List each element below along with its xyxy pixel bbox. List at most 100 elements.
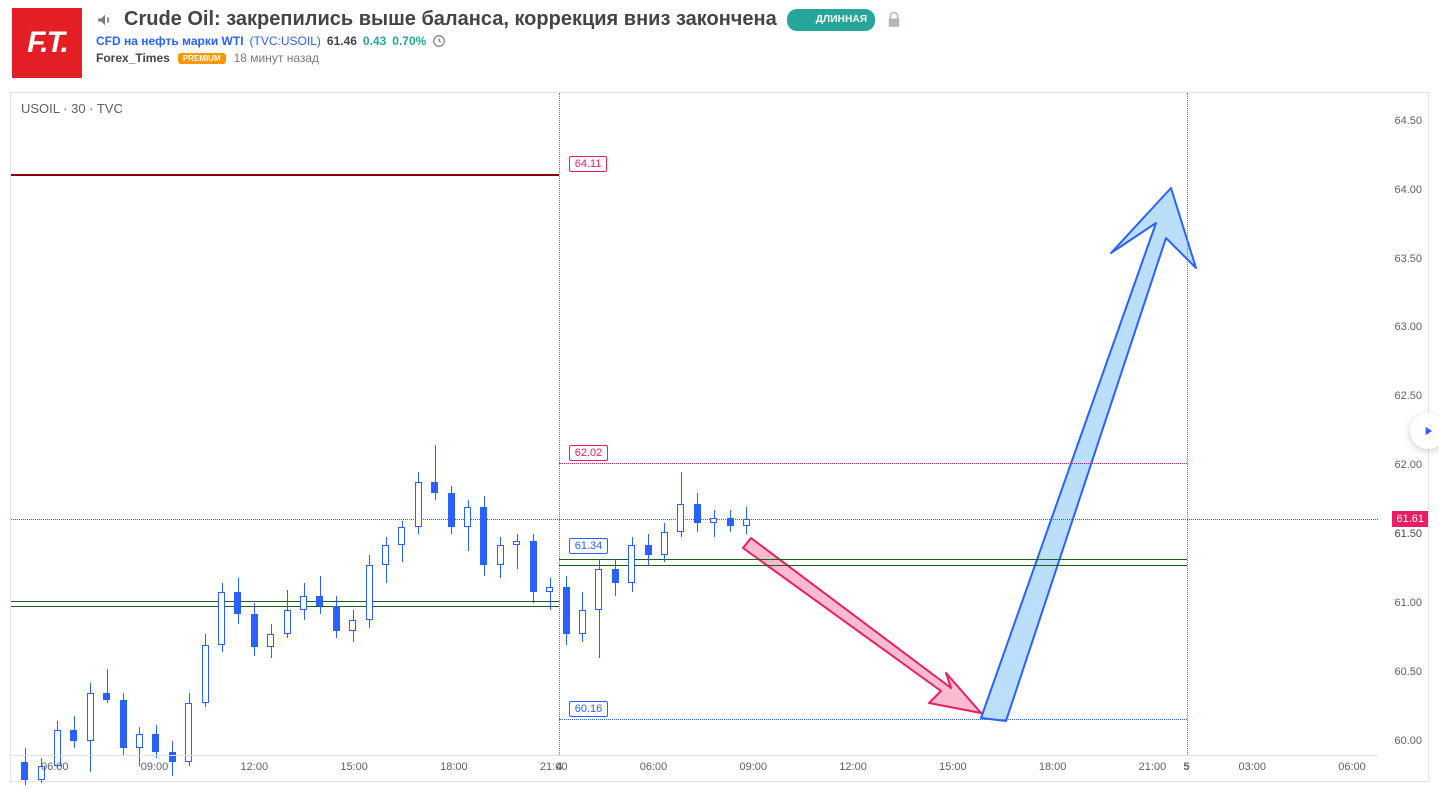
author-name[interactable]: Forex_Times <box>96 51 170 65</box>
candle-body <box>530 541 537 592</box>
level-line <box>11 601 559 602</box>
candle-body <box>694 504 701 523</box>
y-tick: 61.00 <box>1394 597 1422 609</box>
price-label: 64.11 <box>569 156 608 172</box>
y-tick: 64.00 <box>1394 184 1422 196</box>
x-tick: 12:00 <box>241 761 269 773</box>
position-badge: ДЛИННАЯ <box>787 9 876 31</box>
x-tick: 5 <box>1184 761 1190 773</box>
candle-body <box>185 703 192 762</box>
candle-body <box>431 482 438 493</box>
publish-time: 18 минут назад <box>234 51 319 65</box>
candle-wick <box>517 534 518 568</box>
x-tick: 18:00 <box>1039 761 1067 773</box>
chart-container[interactable]: USOIL · 30 · TVC 64.11 62.02 61.34 60.16 61.… <box>10 92 1429 782</box>
y-tick: 64.50 <box>1394 115 1422 127</box>
candle-body <box>727 518 734 526</box>
candle-body <box>349 620 356 631</box>
y-tick: 60.50 <box>1394 666 1422 678</box>
x-tick: 4 <box>556 761 562 773</box>
candle-body <box>480 507 487 565</box>
lock-icon <box>885 11 903 29</box>
y-tick: 63.50 <box>1394 253 1422 265</box>
ticker-symbol[interactable]: (TVC:USOIL) <box>250 34 321 48</box>
level-line <box>11 174 559 176</box>
premium-badge: PREMIUM <box>178 53 226 64</box>
candle-body <box>513 541 520 545</box>
x-tick: 06:00 <box>1338 761 1366 773</box>
x-tick: 09:00 <box>740 761 768 773</box>
change-abs: 0.43 <box>363 34 386 48</box>
candle-body <box>103 693 110 700</box>
candle-body <box>497 545 504 564</box>
x-tick: 09:00 <box>141 761 169 773</box>
candle-body <box>645 545 652 555</box>
level-line <box>559 719 1186 720</box>
candle-body <box>628 545 635 582</box>
candle-body <box>202 645 209 703</box>
candle-body <box>251 614 258 647</box>
candle-body <box>120 700 127 748</box>
candle-body <box>612 569 619 583</box>
x-tick: 03:00 <box>1238 761 1266 773</box>
x-tick: 15:00 <box>340 761 368 773</box>
candle-body <box>464 507 471 528</box>
candle-body <box>218 592 225 644</box>
x-tick: 18:00 <box>440 761 468 773</box>
candle-body <box>661 532 668 555</box>
candle-body <box>382 545 389 564</box>
x-tick: 12:00 <box>839 761 867 773</box>
last-price: 61.46 <box>327 34 357 48</box>
level-line <box>559 565 1186 566</box>
x-tick: 15:00 <box>939 761 967 773</box>
y-tick: 63.00 <box>1394 321 1422 333</box>
candle-body <box>415 482 422 528</box>
x-tick: 06:00 <box>640 761 668 773</box>
logo[interactable]: F.T. <box>12 8 82 78</box>
candle-body <box>366 565 373 620</box>
price-label: 61.34 <box>569 538 609 554</box>
clock-icon <box>432 34 446 48</box>
megaphone-icon <box>96 11 114 29</box>
x-tick: 21:00 <box>1139 761 1167 773</box>
level-line <box>11 606 559 607</box>
candle-body <box>70 730 77 741</box>
candle-wick <box>320 576 321 615</box>
x-tick: 21:00 <box>540 761 568 773</box>
y-tick: 61.50 <box>1394 528 1422 540</box>
candle-body <box>743 519 750 526</box>
candle-body <box>595 569 602 610</box>
candle-body <box>234 592 241 614</box>
forecast-arrow <box>981 188 1196 721</box>
chart-plot-area[interactable]: 64.1162.0261.3460.1661.61 <box>11 93 1378 755</box>
current-price-tag: 61.61 <box>1392 511 1428 527</box>
session-divider <box>559 93 560 755</box>
ticker-name[interactable]: CFD на нефть марки WTI <box>96 34 244 48</box>
play-button[interactable] <box>1410 413 1439 449</box>
price-label: 62.02 <box>569 445 609 461</box>
candle-body <box>333 606 340 631</box>
y-tick: 62.00 <box>1394 459 1422 471</box>
session-divider <box>1187 93 1188 755</box>
y-tick: 62.50 <box>1394 390 1422 402</box>
chart-legend: USOIL · 30 · TVC <box>21 101 123 116</box>
candle-body <box>300 596 307 610</box>
candle-body <box>546 587 553 593</box>
x-axis: 06:0009:0012:0015:0018:0021:00406:0009:0… <box>11 755 1378 781</box>
candle-body <box>579 610 586 633</box>
page-title: Crude Oil: закрепились выше баланса, кор… <box>124 8 777 31</box>
candle-body <box>563 587 570 634</box>
level-line <box>559 559 1186 560</box>
candle-body <box>316 596 323 606</box>
change-pct: 0.70% <box>392 34 426 48</box>
candle-body <box>398 527 405 545</box>
candle-body <box>136 734 143 748</box>
price-label: 60.16 <box>569 701 609 717</box>
candle-wick <box>550 578 551 610</box>
candle-body <box>710 518 717 524</box>
x-tick: 06:00 <box>41 761 69 773</box>
candle-body <box>448 493 455 527</box>
level-line <box>559 463 1186 464</box>
y-tick: 60.00 <box>1394 735 1422 747</box>
candle-body <box>87 693 94 741</box>
